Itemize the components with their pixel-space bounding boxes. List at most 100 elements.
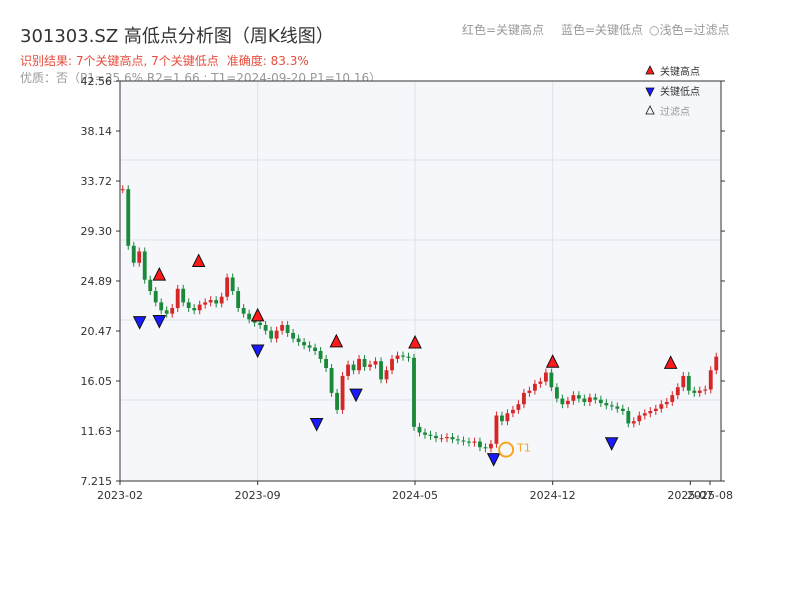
candle-body — [329, 367, 334, 393]
candle-body — [203, 302, 208, 305]
y-tick-label: 24.89 — [81, 275, 113, 288]
chart-title: 301303.SZ 高低点分析图（周K线图） — [20, 26, 334, 47]
candle-body — [516, 404, 521, 410]
candle-body — [675, 387, 680, 396]
candle-body — [456, 439, 460, 441]
y-tick-label: 20.47 — [81, 325, 113, 338]
accuracy-text: 准确度: 83.3% — [226, 54, 309, 68]
candle-body — [230, 277, 235, 292]
legend-symbol — [645, 105, 655, 115]
candle-body — [494, 415, 499, 444]
candle-body — [296, 338, 301, 342]
candle-body — [346, 364, 350, 376]
t1-label: T1 — [516, 442, 531, 455]
candle-body — [626, 411, 631, 424]
key-low-marker — [132, 316, 147, 330]
candle-body — [302, 341, 307, 346]
candle-body — [697, 390, 702, 393]
candle-body — [653, 408, 658, 412]
candle-body — [269, 330, 274, 339]
y-tick-label: 11.63 — [81, 425, 113, 438]
y-tick-label: 38.14 — [81, 125, 113, 138]
candle-body — [439, 438, 444, 440]
y-tick-label: 33.72 — [81, 175, 113, 188]
candle-body — [247, 313, 252, 320]
candle-body — [598, 399, 603, 404]
candle-body — [681, 375, 686, 388]
key-high-marker — [152, 267, 167, 281]
candle-body — [620, 408, 625, 412]
legend-label: 关键高点 — [660, 65, 700, 78]
candle-body — [324, 358, 329, 368]
candle-body — [412, 357, 416, 427]
candle-body — [686, 375, 691, 391]
candle-body — [461, 440, 466, 442]
x-tick-label: 2023-09 — [235, 489, 281, 502]
candle-body — [659, 404, 664, 409]
candle-body — [593, 397, 598, 400]
candle-body — [126, 189, 131, 246]
candle-body — [538, 381, 543, 384]
plot-area — [120, 81, 721, 481]
legend-label: 关键低点 — [660, 85, 700, 98]
candle-body — [576, 395, 581, 399]
candle-body — [423, 432, 427, 435]
candle-body — [137, 251, 142, 263]
candle-body — [478, 441, 482, 448]
candle-body — [532, 383, 537, 391]
candle-body — [434, 435, 438, 439]
candle-body — [219, 296, 224, 304]
candle-body — [587, 397, 592, 402]
candle-body — [582, 398, 587, 402]
candle-body — [390, 358, 394, 371]
candle-body — [175, 288, 180, 309]
candle-body — [186, 302, 191, 309]
candle-body — [554, 387, 559, 399]
key-high-marker — [191, 253, 206, 268]
candle-body — [428, 434, 433, 436]
legend-symbol — [645, 65, 655, 75]
candle-body — [521, 392, 526, 405]
legend-red-note: 红色=关键高点 — [462, 23, 545, 37]
candle-body — [307, 345, 312, 348]
key-high-marker — [329, 333, 344, 348]
candle-body — [357, 358, 361, 371]
candle-body — [450, 437, 455, 440]
candle-body — [489, 443, 493, 449]
candle-body — [406, 356, 411, 358]
candle-body — [318, 351, 323, 359]
key-high-marker — [663, 355, 678, 369]
candle-body — [181, 288, 186, 303]
key-low-marker — [604, 437, 619, 451]
key-high-marker — [250, 307, 265, 322]
candle-body — [483, 447, 488, 449]
y-tick-label: 7.215 — [81, 475, 113, 488]
candle-body — [131, 245, 136, 263]
legend-light-note: ○浅色=过滤点 — [649, 23, 730, 37]
candle-body — [571, 395, 576, 401]
candle-body — [208, 300, 213, 303]
key-high-marker — [545, 354, 560, 368]
y-tick-label: 29.30 — [81, 225, 113, 238]
legend-label: 过滤点 — [660, 105, 690, 118]
candle-body — [368, 364, 372, 367]
candle-body — [120, 189, 125, 191]
x-tick-label: 2025-08 — [687, 489, 733, 502]
candle-body — [362, 358, 367, 367]
y-tick-label: 16.05 — [81, 375, 113, 388]
candle-body — [642, 413, 647, 416]
candle-body — [285, 324, 290, 333]
key-low-marker — [486, 453, 501, 467]
candle-body — [159, 302, 164, 311]
candle-body — [417, 426, 422, 433]
candle-body — [500, 415, 504, 422]
key-low-marker — [349, 388, 363, 403]
x-tick-label: 2025-07 — [667, 489, 713, 502]
y-tick-label: 42.56 — [81, 75, 113, 88]
candle-body — [280, 324, 285, 331]
candle-body — [714, 356, 719, 371]
legend-blue-note: 蓝色=关键低点 — [561, 23, 644, 37]
candle-body — [543, 372, 548, 382]
candle-body — [340, 375, 345, 410]
